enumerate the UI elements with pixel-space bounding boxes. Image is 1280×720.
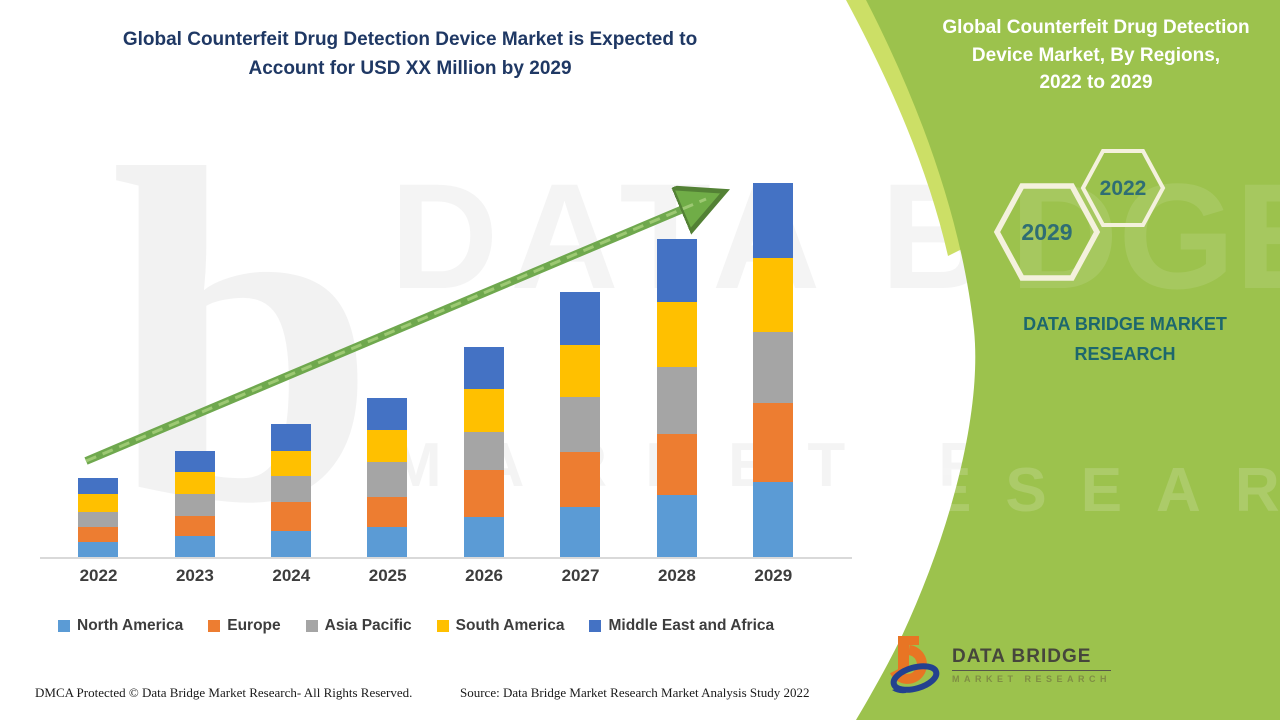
brand-text-line1: DATA BRIDGE MARKET <box>1023 314 1227 334</box>
bar-2026 <box>463 347 504 557</box>
bar-segment-2022-south-america <box>78 494 119 512</box>
bar-segment-2027-north-america <box>560 507 601 557</box>
legend-swatch-asia-pacific <box>305 620 318 632</box>
legend-label: Europe <box>227 617 281 634</box>
data-bridge-logo: DATA BRIDGE MARKET RESEARCH <box>888 634 1112 696</box>
bar-segment-2028-north-america <box>656 495 697 557</box>
bar-segment-2029-europe <box>753 403 793 482</box>
watermark-panel-fragment-2: ESEARCH <box>930 456 1280 525</box>
bar-segment-2025-asia-pacific <box>367 462 408 497</box>
legend-item-north-america: North America <box>58 617 183 635</box>
bar-segment-2023-middle-east-and-africa <box>174 451 215 472</box>
legend-swatch-middle-east-and-africa <box>589 620 602 632</box>
bar-segment-2023-south-america <box>174 472 215 494</box>
x-axis-label-2023: 2023 <box>175 566 214 585</box>
bar-segment-2024-north-america <box>271 531 311 557</box>
x-axis-label-2029: 2029 <box>754 566 793 585</box>
legend-swatch-north-america <box>58 620 70 632</box>
bar-segment-2026-asia-pacific <box>463 432 504 470</box>
bar-segment-2029-middle-east-and-africa <box>753 183 793 258</box>
brand-text: DATA BRIDGE MARKET RESEARCH <box>985 310 1265 369</box>
legend-label: Asia Pacific <box>324 617 412 634</box>
bar-segment-2022-middle-east-and-africa <box>78 478 119 494</box>
side-panel-title-line3: 2022 to 2029 <box>1039 72 1153 94</box>
bar-2025 <box>367 398 408 557</box>
bar-segment-2024-south-america <box>271 451 311 476</box>
bar-segment-2024-europe <box>271 502 311 531</box>
chart-title-line2: Account for USD XX Million by 2029 <box>248 57 572 79</box>
legend-label: North America <box>77 617 184 634</box>
bar-segment-2024-middle-east-and-africa <box>271 424 311 451</box>
legend-item-europe: Europe <box>208 617 281 635</box>
x-axis-label-2028: 2028 <box>657 566 696 585</box>
bar-segment-2028-europe <box>656 434 697 495</box>
bar-chart-plot-area <box>40 160 852 559</box>
legend-label: South America <box>455 617 565 634</box>
bar-segment-2027-asia-pacific <box>560 397 601 452</box>
bar-segment-2023-asia-pacific <box>174 494 215 516</box>
bar-2024 <box>271 424 311 557</box>
bar-segment-2025-south-america <box>367 430 408 462</box>
side-panel-title: Global Counterfeit Drug Detection Device… <box>935 14 1257 97</box>
legend-item-south-america: South America <box>436 617 565 635</box>
bar-segment-2027-europe <box>560 452 601 507</box>
bar-segment-2025-middle-east-and-africa <box>367 398 408 430</box>
bar-segment-2028-south-america <box>656 302 697 367</box>
x-axis-label-2024: 2024 <box>272 566 311 585</box>
bar-2028 <box>656 239 697 557</box>
x-axis-label-2026: 2026 <box>465 566 503 585</box>
bar-2029 <box>753 183 793 557</box>
bar-segment-2029-south-america <box>753 258 793 332</box>
chart-legend: North America Europe Asia Pacific South Ame… <box>58 617 774 635</box>
footer-source-text: Source: Data Bridge Market Research Mark… <box>460 685 810 700</box>
brand-text-line2: RESEARCH <box>1074 343 1176 364</box>
bar-segment-2029-north-america <box>753 482 793 557</box>
legend-item-middle-east-and-africa: Middle East and Africa <box>589 617 774 635</box>
bar-segment-2023-europe <box>174 516 215 536</box>
logo-name: DATA BRIDGE <box>952 646 1112 671</box>
bar-segment-2022-europe <box>78 527 119 542</box>
bar-segment-2024-asia-pacific <box>271 476 311 502</box>
x-axis-label-2025: 2025 <box>368 566 407 585</box>
side-panel-title-line1: Global Counterfeit Drug Detection <box>942 17 1250 38</box>
legend-label: Middle East and Africa <box>608 617 775 634</box>
bar-2023 <box>174 451 215 557</box>
hexagon-year-2022: 2022 <box>1100 177 1147 200</box>
bar-segment-2026-middle-east-and-africa <box>463 347 504 389</box>
bar-2022 <box>78 478 119 557</box>
bar-segment-2023-north-america <box>174 536 215 557</box>
bar-segment-2026-south-america <box>463 389 504 432</box>
hexagon-year-2029: 2029 <box>1021 219 1072 245</box>
bar-segment-2025-europe <box>367 497 408 527</box>
bar-segment-2026-europe <box>463 470 504 517</box>
x-axis-label-2027: 2027 <box>561 566 600 585</box>
bar-segment-2027-middle-east-and-africa <box>560 292 601 345</box>
bar-segment-2029-asia-pacific <box>753 332 793 403</box>
legend-swatch-europe <box>208 620 221 632</box>
data-bridge-logo-icon <box>890 636 940 694</box>
bar-segment-2022-asia-pacific <box>78 512 119 527</box>
x-axis-label-2022: 2022 <box>79 566 118 585</box>
footer-dmca-text: DMCA Protected © Data Bridge Market Rese… <box>35 685 413 700</box>
logo-subtext: MARKET RESEARCH <box>952 674 1112 684</box>
chart-title-line1: Global Counterfeit Drug Detection Device… <box>122 29 698 50</box>
bar-segment-2027-south-america <box>560 345 601 397</box>
bar-2027 <box>560 292 601 557</box>
side-panel-title-line2: Device Market, By Regions, <box>971 44 1221 66</box>
year-hexagons: 2022 2029 <box>993 149 1166 281</box>
bar-segment-2026-north-america <box>463 517 504 557</box>
legend-item-asia-pacific: Asia Pacific <box>305 617 412 635</box>
bar-segment-2022-north-america <box>78 542 119 557</box>
bar-segment-2028-asia-pacific <box>656 367 697 434</box>
bar-segment-2025-north-america <box>367 527 408 557</box>
legend-swatch-south-america <box>436 620 449 632</box>
chart-title: Global Counterfeit Drug Detection Device… <box>40 26 780 83</box>
x-axis-labels: 2022 2023 2024 2025 2026 2027 2028 2029 <box>40 566 852 592</box>
bar-segment-2028-middle-east-and-africa <box>656 239 697 302</box>
